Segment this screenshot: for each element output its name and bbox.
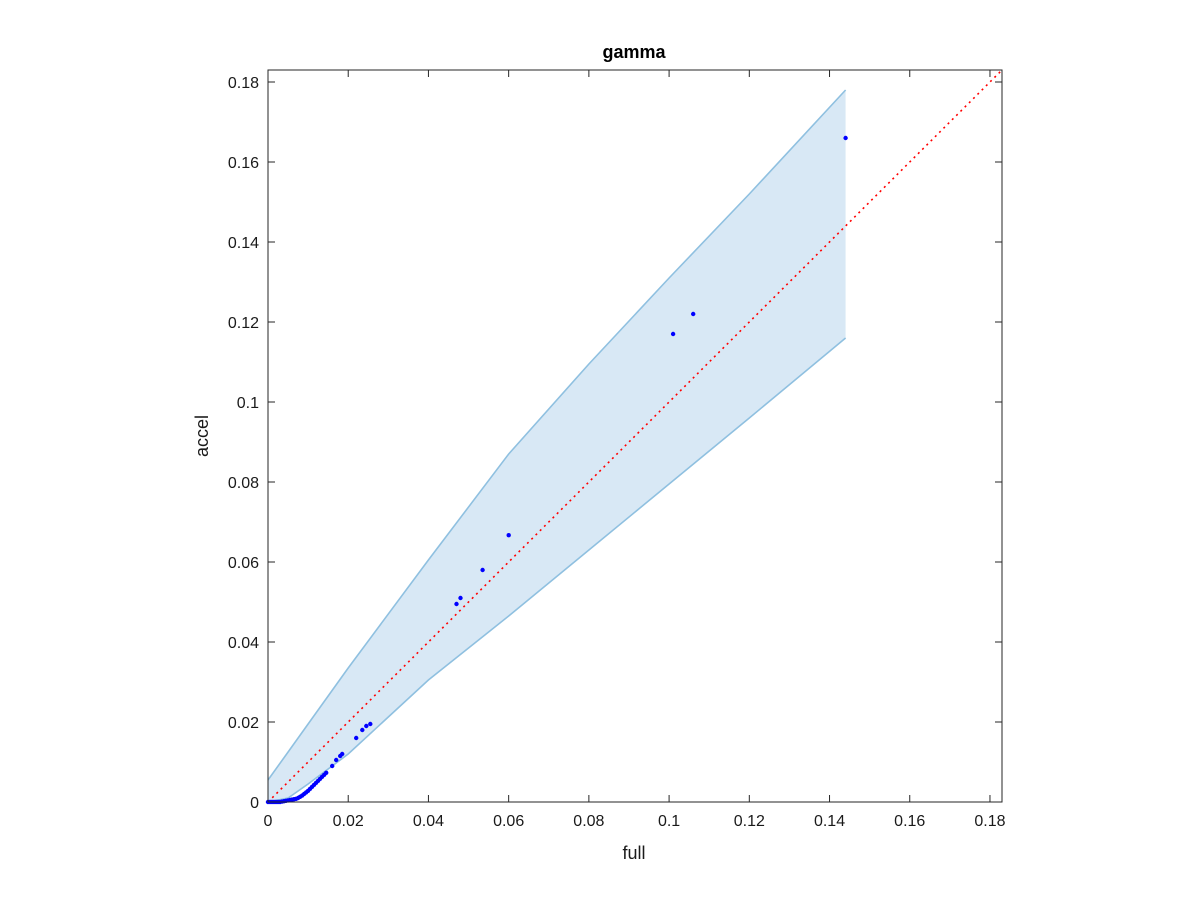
y-tick-label: 0.04 — [228, 635, 259, 652]
y-tick-label: 0.06 — [228, 555, 259, 572]
y-tick-label: 0.08 — [228, 475, 259, 492]
data-point — [340, 751, 345, 757]
data-point — [691, 311, 696, 317]
data-point — [670, 331, 676, 337]
data-point — [368, 721, 373, 727]
x-tick-label: 0.16 — [894, 813, 925, 830]
data-point — [364, 723, 369, 729]
x-tick-label: 0.04 — [413, 813, 444, 830]
data-point — [506, 533, 511, 538]
chart-title: gamma — [602, 42, 666, 62]
x-tick-label: 0.06 — [493, 813, 524, 830]
data-point — [454, 601, 459, 607]
x-tick-label: 0.12 — [734, 813, 765, 830]
y-tick-label: 0 — [250, 795, 259, 812]
y-tick-label: 0.18 — [228, 75, 259, 92]
data-point — [354, 735, 359, 741]
x-tick-label: 0 — [264, 813, 273, 830]
y-tick-label: 0.12 — [228, 315, 259, 332]
x-tick-label: 0.1 — [658, 813, 680, 830]
y-tick-label: 0.1 — [237, 395, 259, 412]
plot-area: 0 0.02 0.04 0.06 0.08 0.1 0.12 0.14 0.16 0.18 0 0.0… — [228, 69, 1006, 830]
y-tick-label: 0.16 — [228, 155, 259, 172]
x-tick-label: 0.14 — [814, 813, 845, 830]
y-axis-label: accel — [192, 415, 212, 457]
data-point — [360, 727, 365, 733]
band-upper-edge — [267, 89, 847, 781]
data-point — [334, 757, 339, 763]
y-tick-label: 0.14 — [228, 235, 259, 252]
x-tick-label: 0.08 — [573, 813, 604, 830]
confidence-band — [268, 90, 846, 802]
band-lower-edge — [267, 337, 847, 803]
data-point — [324, 770, 329, 775]
data-point — [480, 567, 485, 573]
x-axis-label: full — [622, 843, 645, 863]
data-point — [458, 595, 463, 601]
y-tick-label: 0.02 — [228, 715, 259, 732]
axes-box — [267, 69, 1003, 803]
x-tick-label: 0.18 — [974, 813, 1005, 830]
x-tick-label: 0.02 — [333, 813, 364, 830]
data-point — [330, 763, 335, 769]
data-point — [843, 135, 848, 141]
